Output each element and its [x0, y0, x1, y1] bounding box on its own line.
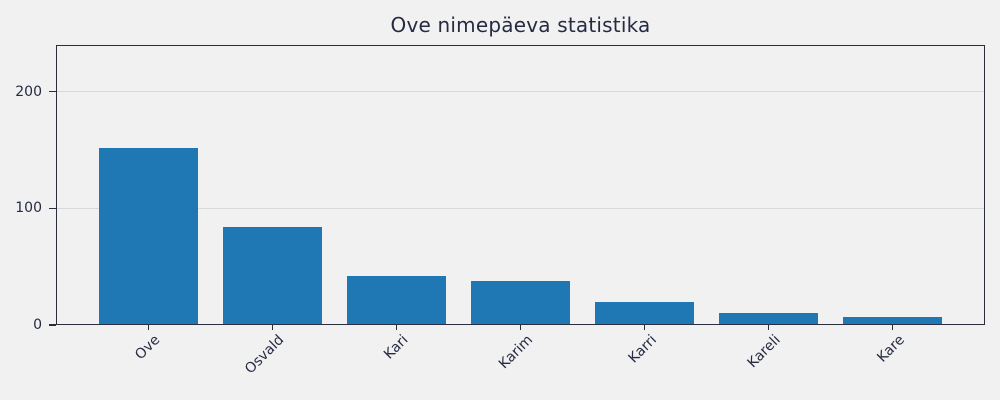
x-tick-label-kare: Kare — [874, 332, 908, 366]
gridline-y100 — [56, 207, 985, 209]
y-tick-label-0: 0 — [33, 317, 42, 333]
x-tick-label-kareli: Kareli — [744, 332, 784, 372]
x-tick-label-ove: Ove — [132, 332, 164, 364]
bar-osvald — [222, 227, 323, 325]
gridline-y200 — [56, 91, 985, 93]
bar-kare — [842, 316, 943, 325]
bar-karim — [470, 280, 571, 325]
x-tick-label-karim: Karim — [495, 332, 536, 373]
plot-area — [56, 45, 985, 325]
chart-title: Ove nimepäeva statistika — [390, 13, 651, 37]
x-tick-label-osvald: Osvald — [242, 332, 288, 378]
x-tick-mark — [395, 325, 398, 330]
x-tick-mark — [147, 325, 150, 330]
bar-ove — [98, 147, 198, 325]
y-tick-label-100: 100 — [15, 200, 42, 217]
x-tick-label-kari: Kari — [381, 332, 412, 363]
y-tick-mark — [49, 324, 56, 326]
x-tick-mark — [271, 325, 274, 330]
x-tick-mark — [643, 325, 646, 330]
x-tick-mark — [519, 325, 522, 330]
x-tick-mark — [891, 325, 894, 330]
bar-karri — [594, 301, 695, 325]
y-tick-mark — [49, 207, 56, 210]
x-tick-mark — [767, 325, 770, 330]
y-tick-mark — [49, 90, 56, 93]
y-tick-label-200: 200 — [15, 83, 42, 100]
bar-kareli — [718, 313, 819, 325]
x-tick-label-karri: Karri — [625, 332, 660, 367]
bar-kari — [346, 276, 447, 325]
